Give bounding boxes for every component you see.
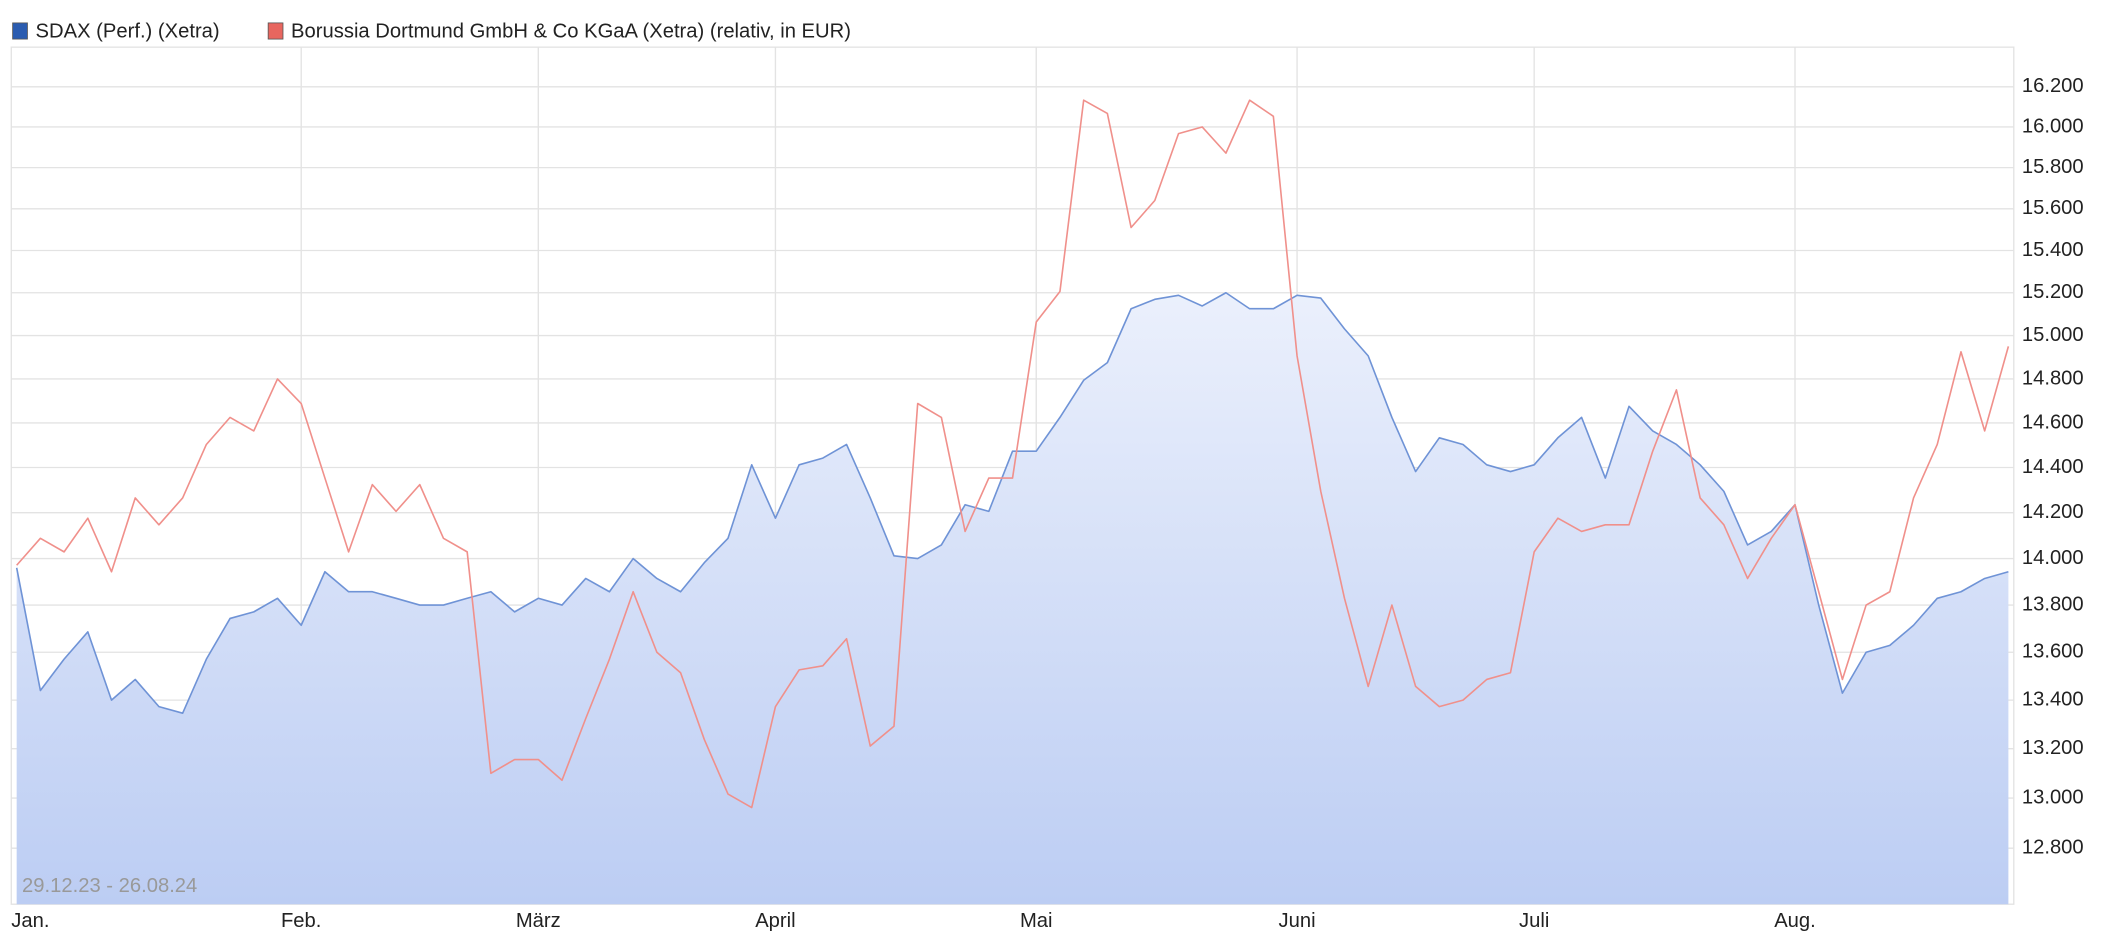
y-tick-label: 15.000 [2022, 324, 2084, 346]
legend-swatch [267, 22, 284, 40]
y-tick-label: 15.400 [2022, 239, 2084, 261]
y-tick-label: 15.800 [2022, 156, 2084, 178]
x-tick-label: Jan. [11, 910, 49, 932]
y-tick-label: 14.800 [2022, 367, 2084, 389]
y-tick-label: 13.000 [2022, 786, 2084, 808]
y-tick-label: 15.600 [2022, 197, 2084, 219]
line [16, 99, 2010, 809]
y-tick-label: 16.000 [2022, 115, 2084, 137]
labels: 29.12.23 - 26.08.24 12.800 13.000 13.200 13… [11, 21, 2083, 932]
y-tick-label: 14.600 [2022, 411, 2084, 433]
date-range-annotation: 29.12.23 - 26.08.24 [22, 875, 197, 897]
x-tick-label: Aug. [1774, 910, 1816, 932]
x-tick-label: März [516, 910, 561, 932]
y-tick-label: 14.200 [2022, 501, 2084, 523]
line [15, 291, 2009, 714]
y-tick-label: 13.400 [2022, 688, 2084, 710]
x-tick-label: Juni [1279, 910, 1316, 932]
y-tick-label: 16.200 [2022, 75, 2084, 97]
y-tick-label: 13.600 [2022, 641, 2084, 663]
y-tick-label: 15.200 [2022, 281, 2084, 303]
y-tick-label: 14.000 [2022, 547, 2084, 569]
legend-swatch [12, 22, 28, 40]
legend-label: Borussia Dortmund GmbH & Co KGaA (Xetra)… [291, 21, 851, 43]
x-tick-label: April [755, 910, 795, 932]
x-tick-label: Mai [1020, 910, 1053, 932]
y-tick-label: 13.800 [2022, 593, 2084, 615]
x-tick-label: Juli [1519, 910, 1549, 932]
y-tick-label: 14.400 [2022, 456, 2084, 478]
y-tick-label: 12.800 [2022, 837, 2084, 859]
area [16, 292, 2009, 905]
y-tick-label: 13.200 [2022, 737, 2084, 759]
x-tick-label: Feb. [281, 910, 321, 932]
legend-label: SDAX (Perf.) (Xetra) [36, 21, 220, 43]
marks [15, 99, 2010, 905]
